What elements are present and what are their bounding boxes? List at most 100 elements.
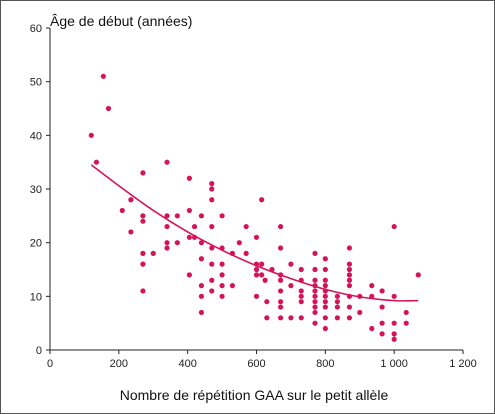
y-tick-label: 30	[30, 184, 42, 196]
data-point	[298, 288, 304, 294]
data-point	[219, 261, 225, 267]
data-point	[346, 272, 353, 278]
x-tick-label: 400	[178, 358, 196, 370]
data-point	[346, 283, 353, 289]
data-point	[209, 223, 215, 230]
data-point	[198, 213, 205, 219]
data-point	[379, 288, 385, 294]
data-point	[369, 293, 375, 299]
data-point	[277, 277, 284, 283]
data-point	[164, 240, 170, 246]
data-point	[269, 266, 275, 273]
y-tick-label: 20	[30, 238, 42, 250]
data-point	[191, 223, 198, 230]
data-point	[262, 277, 268, 283]
data-point	[219, 272, 225, 278]
data-point	[346, 261, 353, 267]
data-point	[322, 288, 328, 294]
data-point	[253, 261, 260, 267]
data-point	[334, 299, 340, 305]
data-point	[277, 223, 284, 230]
y-tick-label: 10	[30, 291, 42, 303]
axes	[49, 28, 463, 351]
data-point	[334, 304, 340, 310]
data-point	[312, 299, 318, 305]
data-point	[288, 315, 294, 321]
data-point	[253, 293, 260, 299]
data-point	[119, 207, 125, 214]
data-point	[379, 304, 385, 310]
data-point	[322, 299, 328, 305]
data-point	[174, 213, 180, 219]
data-point	[277, 304, 284, 310]
data-point	[334, 315, 340, 321]
x-tick-label: 1 200	[449, 358, 477, 370]
data-point	[312, 304, 318, 310]
data-point	[93, 159, 100, 165]
data-point	[288, 261, 294, 267]
data-point	[298, 293, 304, 299]
y-axis-title: Âge de début (années)	[50, 13, 192, 29]
data-point	[312, 293, 318, 299]
data-point	[312, 283, 318, 289]
data-point	[259, 272, 265, 278]
data-point	[346, 245, 353, 251]
data-point	[209, 245, 215, 251]
data-point	[259, 261, 265, 267]
data-point	[312, 288, 318, 294]
data-point	[277, 299, 284, 305]
data-point	[357, 309, 363, 316]
x-tick-label: 1 000	[380, 358, 408, 370]
data-point	[236, 240, 242, 246]
y-tick-label: 40	[30, 130, 42, 142]
data-point	[379, 320, 385, 326]
data-point	[140, 261, 146, 267]
data-point	[312, 309, 318, 316]
data-point	[128, 229, 134, 235]
data-point	[140, 288, 146, 294]
data-point	[312, 277, 318, 283]
data-point	[88, 132, 94, 138]
data-point	[391, 336, 397, 342]
data-point	[164, 245, 170, 251]
data-point	[264, 315, 270, 321]
data-point	[209, 288, 215, 294]
data-point	[100, 73, 106, 79]
data-point	[346, 315, 353, 321]
data-point	[219, 293, 225, 299]
data-point	[105, 105, 112, 112]
data-point	[264, 299, 270, 305]
data-point	[322, 325, 328, 332]
ticks: 0 200 400 600 800 1 000 1 200 0 10 20 30 40 50 60	[30, 23, 477, 370]
data-point	[243, 250, 249, 256]
data-point	[243, 223, 249, 230]
data-point	[391, 331, 397, 337]
data-point	[219, 245, 225, 251]
data-point	[322, 315, 328, 321]
trend-line	[90, 164, 419, 302]
data-point	[209, 181, 215, 187]
data-point	[403, 320, 409, 326]
data-point	[186, 272, 192, 278]
data-point	[140, 218, 146, 224]
data-point	[140, 170, 146, 176]
data-point	[209, 261, 215, 267]
data-point	[191, 234, 198, 240]
data-point	[128, 197, 134, 203]
data-point	[298, 299, 304, 305]
data-point	[164, 159, 170, 165]
data-point	[391, 320, 397, 326]
data-point	[334, 293, 340, 299]
data-point	[253, 234, 260, 240]
data-point	[164, 223, 170, 230]
x-tick-label: 600	[247, 358, 265, 370]
x-axis-title: Nombre de répétition GAA sur le petit al…	[120, 387, 389, 403]
data-point	[403, 309, 409, 316]
data-point	[322, 256, 328, 262]
data-point	[198, 240, 205, 246]
data-point	[229, 283, 236, 289]
data-point	[219, 283, 225, 289]
data-point	[298, 277, 304, 283]
data-point	[164, 213, 170, 219]
data-point	[198, 283, 205, 289]
